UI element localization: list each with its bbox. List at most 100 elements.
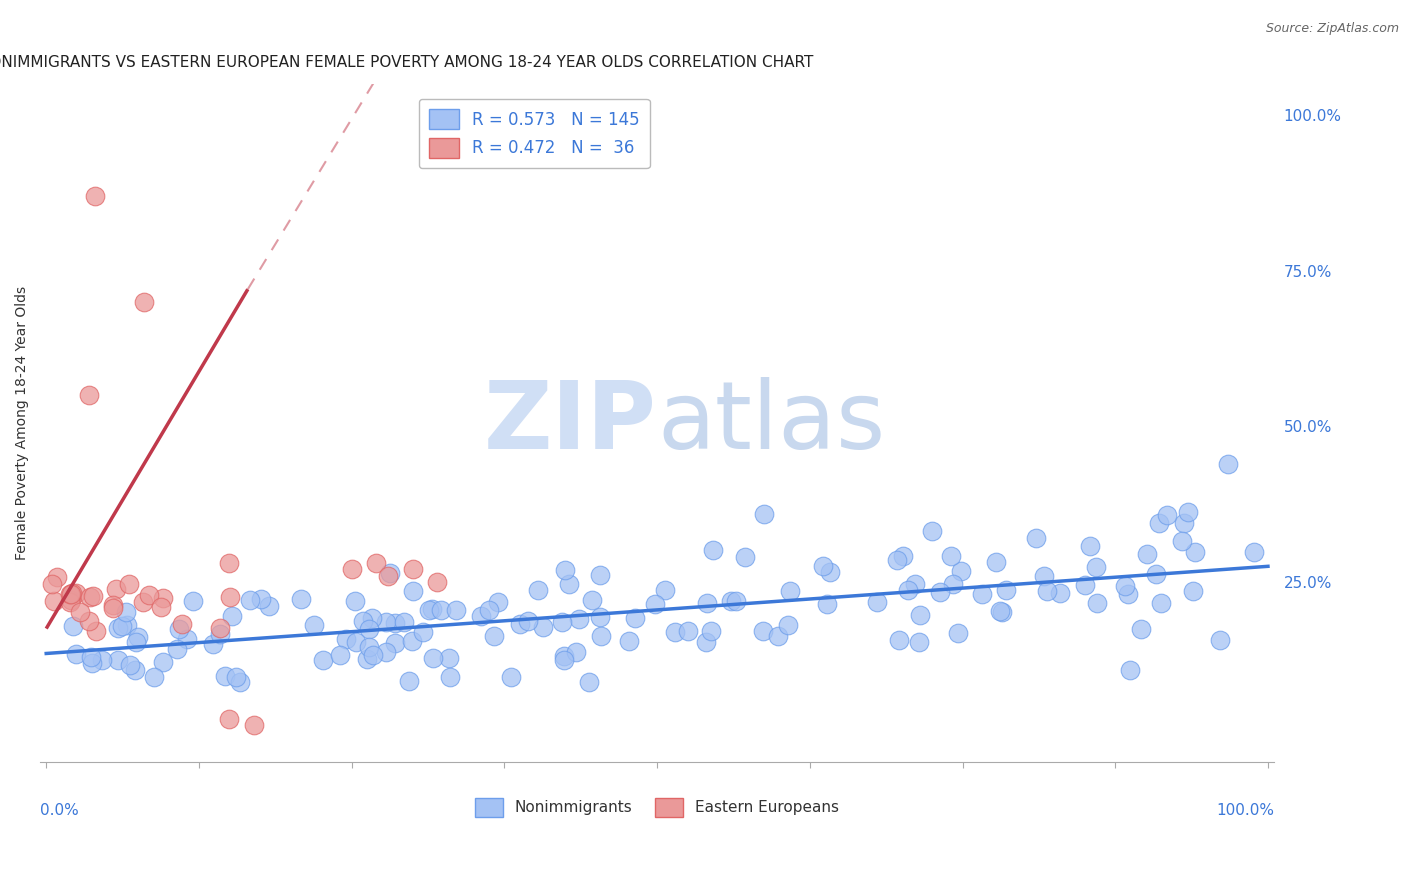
Point xyxy=(290,592,312,607)
Point xyxy=(1085,596,1108,610)
Point xyxy=(65,585,87,599)
Point xyxy=(127,630,149,644)
Point xyxy=(77,388,100,402)
Point xyxy=(115,606,138,620)
Point xyxy=(531,620,554,634)
Point xyxy=(90,653,112,667)
Point xyxy=(1146,566,1168,581)
Point xyxy=(257,599,280,613)
Point xyxy=(104,582,127,596)
Point xyxy=(1130,622,1153,636)
Point xyxy=(501,670,523,684)
Point xyxy=(904,576,927,591)
Point xyxy=(568,612,591,626)
Point xyxy=(150,599,173,614)
Point xyxy=(138,588,160,602)
Point xyxy=(696,597,718,611)
Point xyxy=(101,599,124,613)
Point xyxy=(221,609,243,624)
Point xyxy=(444,603,467,617)
Point xyxy=(939,549,962,563)
Point xyxy=(402,562,425,576)
Point xyxy=(991,605,1014,619)
Point xyxy=(664,624,686,639)
Point xyxy=(477,603,499,617)
Point xyxy=(700,624,723,638)
Point xyxy=(779,584,801,599)
Point xyxy=(152,591,174,605)
Point xyxy=(1177,505,1199,519)
Point xyxy=(340,562,363,576)
Point xyxy=(1136,547,1159,561)
Point xyxy=(1025,531,1047,545)
Point xyxy=(1171,534,1194,549)
Point xyxy=(720,594,742,608)
Point xyxy=(118,658,141,673)
Point xyxy=(654,583,676,598)
Point xyxy=(172,616,194,631)
Point xyxy=(1156,508,1178,522)
Point xyxy=(82,589,104,603)
Point xyxy=(551,615,574,630)
Point xyxy=(624,611,647,625)
Point xyxy=(357,640,380,655)
Point xyxy=(776,618,799,632)
Text: 0.0%: 0.0% xyxy=(41,803,79,818)
Text: Source: ZipAtlas.com: Source: ZipAtlas.com xyxy=(1265,22,1399,36)
Point xyxy=(69,605,91,619)
Point xyxy=(619,633,641,648)
Text: atlas: atlas xyxy=(657,377,886,469)
Point xyxy=(811,559,834,574)
Point xyxy=(59,587,82,601)
Point xyxy=(77,614,100,628)
Point xyxy=(1119,663,1142,677)
Point xyxy=(181,594,204,608)
Point xyxy=(101,600,124,615)
Point xyxy=(695,635,717,649)
Point xyxy=(1181,583,1204,598)
Point xyxy=(949,564,972,578)
Point xyxy=(752,507,775,521)
Point xyxy=(46,570,69,584)
Point xyxy=(1078,539,1101,553)
Point xyxy=(970,587,993,601)
Point xyxy=(422,651,444,665)
Point xyxy=(1218,457,1240,471)
Point xyxy=(1032,569,1054,583)
Point xyxy=(553,648,575,663)
Point xyxy=(486,595,509,609)
Point xyxy=(132,595,155,609)
Point xyxy=(62,619,84,633)
Point xyxy=(516,614,538,628)
Point xyxy=(65,647,87,661)
Point xyxy=(589,568,612,582)
Point xyxy=(225,670,247,684)
Point xyxy=(124,663,146,677)
Point xyxy=(239,593,262,607)
Point xyxy=(111,619,134,633)
Point xyxy=(891,549,914,563)
Point xyxy=(312,653,335,667)
Point xyxy=(752,624,775,638)
Point xyxy=(125,635,148,649)
Point xyxy=(384,616,406,631)
Point xyxy=(353,615,375,629)
Point xyxy=(44,594,66,608)
Point xyxy=(380,566,402,580)
Point xyxy=(214,669,236,683)
Point xyxy=(430,603,453,617)
Point xyxy=(412,625,434,640)
Point xyxy=(1074,578,1097,592)
Point xyxy=(142,670,165,684)
Point xyxy=(426,574,449,589)
Point xyxy=(509,616,531,631)
Point xyxy=(589,610,612,624)
Point xyxy=(329,648,352,663)
Point xyxy=(581,593,603,607)
Text: 100.0%: 100.0% xyxy=(1216,803,1274,818)
Point xyxy=(908,635,931,649)
Point xyxy=(1243,545,1265,559)
Point xyxy=(107,621,129,635)
Point xyxy=(1036,583,1059,598)
Text: ZIP: ZIP xyxy=(484,377,657,469)
